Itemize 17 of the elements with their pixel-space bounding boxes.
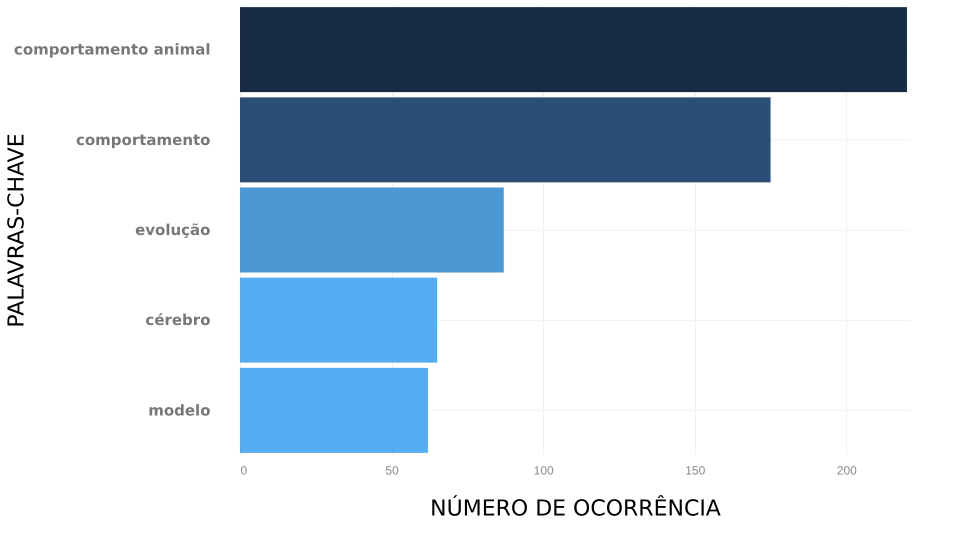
- y-axis-title: PALAVRAS-CHAVE: [4, 133, 30, 328]
- bar: [240, 188, 504, 272]
- x-tick-label: 0: [240, 464, 248, 478]
- x-tick-label: 150: [685, 464, 706, 478]
- x-axis-title: NÚMERO DE OCORRÊNCIA: [430, 494, 721, 522]
- y-tick-label: cérebro: [145, 311, 210, 330]
- bar: [240, 97, 771, 182]
- bar: [240, 278, 438, 363]
- x-tick-label: 50: [385, 464, 400, 478]
- x-tick-label: 100: [534, 464, 554, 478]
- y-tick-label: comportamento: [76, 130, 210, 149]
- bar: [240, 7, 907, 92]
- bar: [240, 368, 428, 453]
- y-tick-label: evolução: [135, 221, 210, 239]
- y-tick-label: comportamento animal: [14, 40, 210, 59]
- x-tick-label: 200: [836, 464, 858, 478]
- y-tick-label: modelo: [148, 401, 210, 420]
